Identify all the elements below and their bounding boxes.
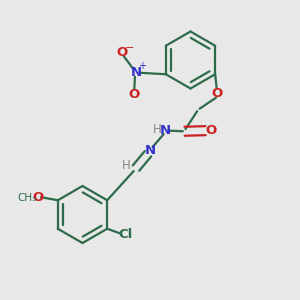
Text: O: O [129,88,140,100]
Text: H: H [122,159,130,172]
Text: O: O [117,46,128,59]
Text: H: H [153,123,162,136]
Text: +: + [138,61,146,71]
Text: N: N [145,144,156,157]
Text: O: O [212,87,223,100]
Text: −: − [125,43,134,53]
Text: Cl: Cl [118,228,132,241]
Text: N: N [160,124,171,137]
Text: CH₃: CH₃ [17,193,37,203]
Text: N: N [130,66,141,79]
Text: O: O [205,124,216,137]
Text: O: O [33,191,44,204]
